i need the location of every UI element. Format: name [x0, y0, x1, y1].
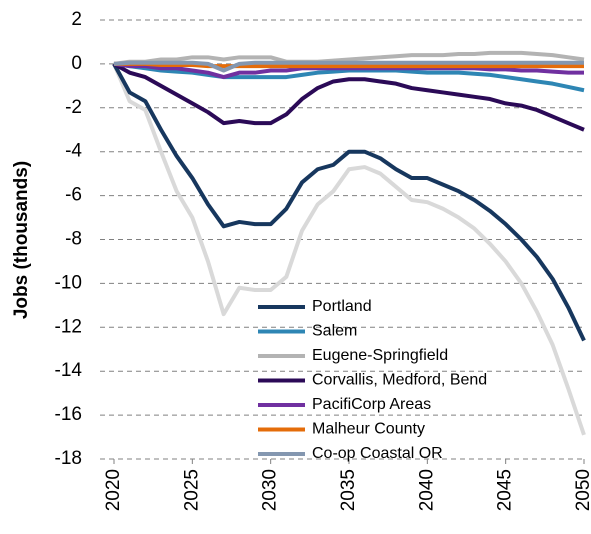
series-line — [114, 61, 584, 69]
series-line — [113, 61, 585, 93]
y-tick-label: -18 — [55, 448, 82, 469]
y-tick-label: -6 — [65, 185, 82, 206]
x-tick-label: 2020 — [103, 469, 124, 511]
x-tick-label: 2030 — [260, 469, 281, 511]
series-line — [112, 62, 586, 342]
series-line — [113, 61, 584, 80]
legend-text: Eugene-Springfield — [312, 347, 448, 364]
x-tick-label: 2040 — [416, 469, 437, 511]
legend-text: Portland — [312, 298, 372, 315]
series-line — [113, 60, 584, 73]
y-axis-label: Jobs (thousands) — [11, 161, 32, 319]
y-tick-label: 0 — [71, 53, 82, 74]
x-tick-label: 2050 — [573, 469, 591, 511]
y-tick-label: -2 — [65, 97, 82, 118]
y-tick-label: -4 — [65, 141, 82, 162]
y-tick-label: -8 — [65, 229, 82, 250]
legend-text: Salem — [312, 323, 357, 340]
legend-text: PacifiCorp Areas — [312, 396, 431, 413]
series-line — [113, 50, 585, 66]
y-tick-label: 2 — [71, 9, 82, 30]
x-tick-label: 2025 — [181, 469, 202, 511]
y-tick-label: -12 — [55, 316, 82, 337]
y-tick-label: -10 — [55, 272, 82, 293]
y-tick-label: -14 — [55, 360, 83, 381]
x-tick-label: 2035 — [338, 469, 359, 511]
legend-text: Corvallis, Medford, Bend — [312, 372, 487, 389]
y-tick-label: -16 — [55, 404, 82, 425]
series-line — [112, 63, 586, 436]
x-tick-label: 2045 — [495, 469, 516, 511]
legend-text: Malheur County — [312, 421, 425, 438]
series-line — [113, 62, 585, 132]
legend-text: Co-op Coastal OR — [312, 445, 443, 462]
